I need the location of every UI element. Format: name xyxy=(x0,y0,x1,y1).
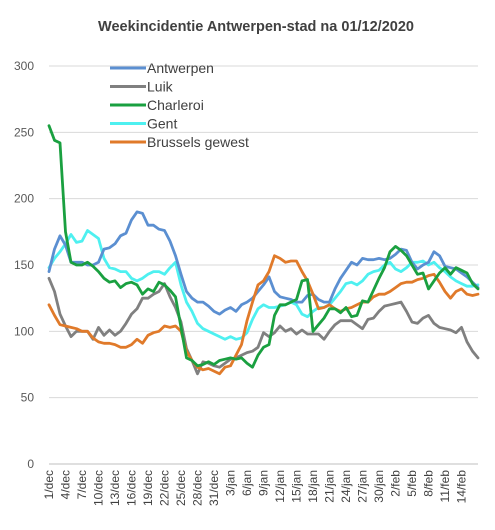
x-tick-label: 1/dec xyxy=(42,470,56,499)
y-tick-label: 0 xyxy=(27,457,34,471)
x-tick-label: 28/dec xyxy=(191,470,205,506)
series-line-gent xyxy=(47,229,480,341)
y-axis-ticks: 0 50 100 150 200 250 300 xyxy=(14,59,34,471)
legend-label: Antwerpen xyxy=(147,60,214,76)
legend: Antwerpen Luik Charleroi Gent Brussels gewes… xyxy=(110,60,249,150)
x-tick-label: 21/jan xyxy=(323,470,337,503)
x-tick-label: 5/feb xyxy=(405,470,419,497)
series-line-charleroi xyxy=(47,124,480,369)
x-tick-label: 15/jan xyxy=(290,470,304,503)
y-tick-label: 150 xyxy=(14,258,34,272)
y-tick-label: 200 xyxy=(14,192,34,206)
x-tick-label: 2/feb xyxy=(389,470,403,497)
x-axis-ticks: 1/dec 4/dec 7/dec 10/dec 13/dec 16/dec 19/dec 2… xyxy=(42,470,469,506)
y-tick-label: 250 xyxy=(14,125,34,139)
series-line-antwerpen xyxy=(47,210,480,316)
legend-label: Brussels gewest xyxy=(147,134,249,150)
series-line-luik xyxy=(47,276,480,376)
x-tick-label: 9/jan xyxy=(257,470,271,496)
y-tick-label: 300 xyxy=(14,59,34,73)
series-line-brussels-gewest xyxy=(47,254,480,376)
x-tick-label: 22/dec xyxy=(158,470,172,506)
legend-label: Luik xyxy=(147,79,174,95)
x-tick-label: 31/dec xyxy=(207,470,221,506)
x-tick-label: 6/jan xyxy=(240,470,254,496)
x-tick-label: 16/dec xyxy=(125,470,139,506)
x-tick-label: 24/jan xyxy=(339,470,353,503)
legend-label: Gent xyxy=(147,116,177,132)
x-tick-label: 25/dec xyxy=(174,470,188,506)
x-tick-label: 19/dec xyxy=(141,470,155,506)
x-tick-label: 30/jan xyxy=(372,470,386,503)
x-tick-label: 8/feb xyxy=(422,470,436,497)
x-tick-label: 3/jan xyxy=(224,470,238,496)
legend-label: Charleroi xyxy=(147,97,204,113)
x-tick-label: 11/feb xyxy=(438,470,452,503)
x-tick-label: 27/jan xyxy=(356,470,370,503)
y-tick-label: 100 xyxy=(14,324,34,338)
y-tick-label: 50 xyxy=(21,391,35,405)
x-tick-label: 10/dec xyxy=(92,470,106,506)
x-tick-label: 13/dec xyxy=(108,470,122,506)
x-tick-label: 4/dec xyxy=(59,470,73,499)
chart-title: Weekincidentie Antwerpen-stad na 01/12/2… xyxy=(98,19,414,35)
x-tick-label: 14/feb xyxy=(455,470,469,504)
x-tick-label: 7/dec xyxy=(75,470,89,499)
series-lines xyxy=(47,124,480,376)
x-tick-label: 12/jan xyxy=(273,470,287,503)
x-tick-label: 18/jan xyxy=(306,470,320,503)
